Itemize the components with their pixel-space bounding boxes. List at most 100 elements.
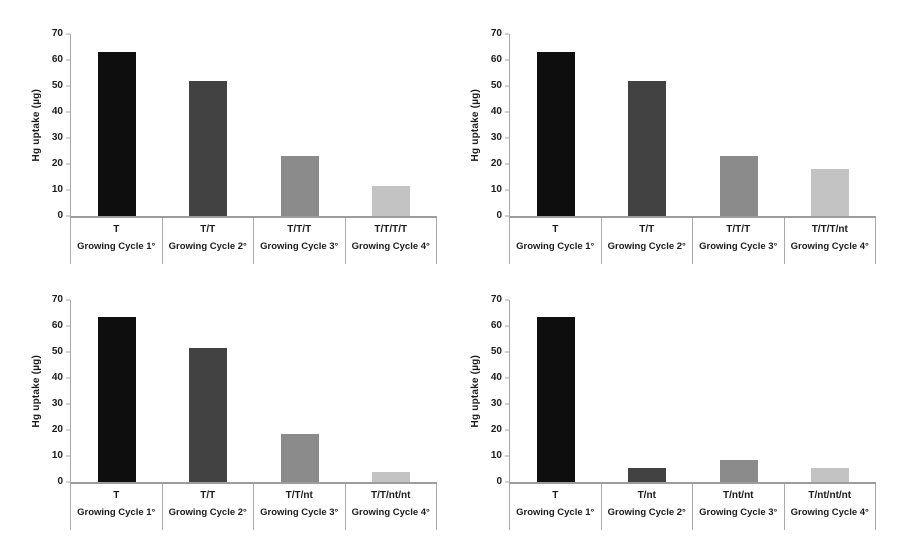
y-tick-label: 70 <box>490 28 502 39</box>
y-tick-label: 10 <box>490 184 502 195</box>
x-category-cell: T/T/T/nt Growing Cycle 4° <box>785 218 876 264</box>
x-category-label: T/T/T <box>726 224 751 235</box>
y-tick-mark <box>66 325 70 327</box>
bar-T/T/T <box>280 156 319 216</box>
y-tick-label: 0 <box>57 476 63 487</box>
y-tick-label: 50 <box>490 346 502 357</box>
y-tick-label: 30 <box>490 132 502 143</box>
bar-chart-bottom-right: Hg uptake (µg) 0 10 20 30 40 50 60 70 T Growing … <box>467 290 876 542</box>
x-category-cell: T/T/nt/nt Growing Cycle 4° <box>346 484 437 530</box>
x-category-cell: T/nt Growing Cycle 2° <box>602 484 693 530</box>
x-category-sublabel: Growing Cycle 2° <box>168 241 247 252</box>
y-tick-label: 0 <box>496 476 502 487</box>
y-tick-mark <box>66 429 70 431</box>
y-tick-label: 70 <box>51 28 63 39</box>
x-category-label: T/T/T/nt <box>811 224 848 235</box>
y-tick-mark <box>66 215 70 217</box>
y-tick-mark <box>66 59 70 61</box>
x-category-sublabel: Growing Cycle 1° <box>516 241 595 252</box>
y-axis-title-column: Hg uptake (µg) <box>467 34 483 216</box>
x-category-cell: T/T Growing Cycle 2° <box>163 484 254 530</box>
bar-T/T <box>628 80 667 216</box>
y-axis-tick-column: 0 10 20 30 40 50 60 70 <box>44 295 70 487</box>
y-tick-mark <box>66 403 70 405</box>
x-category-label: T/T <box>200 224 216 235</box>
x-category-label: T/nt/nt/nt <box>808 490 852 501</box>
x-category-cell: T Growing Cycle 1° <box>71 484 163 530</box>
x-category-cell: T/T/T/T Growing Cycle 4° <box>346 218 437 264</box>
y-tick-label: 60 <box>51 54 63 65</box>
x-category-cell: T/T Growing Cycle 2° <box>163 218 254 264</box>
x-category-sublabel: Growing Cycle 2° <box>607 507 686 518</box>
x-category-label: T/T/T/T <box>374 224 408 235</box>
plot-area <box>509 300 876 484</box>
y-tick-mark <box>66 481 70 483</box>
x-category-sublabel: Growing Cycle 3° <box>699 241 778 252</box>
x-category-sublabel: Growing Cycle 1° <box>77 241 156 252</box>
x-axis-category-band: T Growing Cycle 1° T/T Growing Cycle 2° T/T/… <box>70 218 437 264</box>
y-tick-label: 70 <box>490 294 502 305</box>
chart-main-area: T Growing Cycle 1° T/T Growing Cycle 2° T/T/… <box>509 34 876 264</box>
x-category-cell: T/T/nt Growing Cycle 3° <box>254 484 346 530</box>
y-tick-mark <box>66 189 70 191</box>
y-tick-label: 40 <box>490 106 502 117</box>
y-tick-mark <box>505 215 509 217</box>
x-category-sublabel: Growing Cycle 1° <box>516 507 595 518</box>
y-axis-title-column: Hg uptake (µg) <box>28 300 44 482</box>
x-category-cell: T Growing Cycle 1° <box>510 484 602 530</box>
y-tick-label: 10 <box>51 184 63 195</box>
x-category-label: T/T <box>639 224 655 235</box>
x-category-label: T/T <box>200 490 216 501</box>
y-tick-mark <box>505 403 509 405</box>
x-category-label: T <box>552 224 559 235</box>
y-tick-label: 20 <box>51 158 63 169</box>
plot-area <box>70 34 437 218</box>
x-category-label: T/T/T <box>287 224 312 235</box>
y-tick-mark <box>505 137 509 139</box>
x-category-cell: T/T/T Growing Cycle 3° <box>254 218 346 264</box>
y-axis-tick-column: 0 10 20 30 40 50 60 70 <box>44 29 70 221</box>
bar-T/T/nt <box>280 433 319 482</box>
y-tick-label: 70 <box>51 294 63 305</box>
y-axis-title: Hg uptake (µg) <box>30 88 42 162</box>
x-category-cell: T/nt/nt/nt Growing Cycle 4° <box>785 484 876 530</box>
x-category-sublabel: Growing Cycle 4° <box>351 507 430 518</box>
y-tick-label: 10 <box>490 450 502 461</box>
bar-chart-bottom-left: Hg uptake (µg) 0 10 20 30 40 50 60 70 T Growing … <box>28 290 437 542</box>
y-tick-label: 60 <box>490 320 502 331</box>
bar-chart-top-left: Hg uptake (µg) 0 10 20 30 40 50 60 70 T Growing … <box>28 24 437 276</box>
bar-T/T <box>189 348 228 482</box>
y-tick-mark <box>505 429 509 431</box>
x-category-sublabel: Growing Cycle 4° <box>351 241 430 252</box>
bar-T/nt/nt <box>719 459 758 482</box>
y-tick-label: 40 <box>51 372 63 383</box>
chart-main-area: T Growing Cycle 1° T/T Growing Cycle 2° T/T/… <box>70 34 437 264</box>
y-tick-mark <box>505 299 509 301</box>
y-tick-label: 40 <box>490 372 502 383</box>
plot-area <box>509 34 876 218</box>
x-axis-category-band: T Growing Cycle 1° T/T Growing Cycle 2° T/T/… <box>70 484 437 530</box>
y-axis-title: Hg uptake (µg) <box>30 354 42 428</box>
x-category-cell: T/T Growing Cycle 2° <box>602 218 693 264</box>
bar-T <box>97 52 136 216</box>
y-tick-label: 50 <box>490 80 502 91</box>
y-tick-mark <box>66 85 70 87</box>
x-axis-category-band: T Growing Cycle 1° T/T Growing Cycle 2° T/T/… <box>509 218 876 264</box>
y-axis-title-column: Hg uptake (µg) <box>28 34 44 216</box>
y-tick-mark <box>66 163 70 165</box>
y-tick-mark <box>66 351 70 353</box>
x-category-label: T/nt <box>637 490 656 501</box>
y-tick-mark <box>66 33 70 35</box>
y-tick-mark <box>66 111 70 113</box>
y-tick-mark <box>505 163 509 165</box>
x-category-sublabel: Growing Cycle 1° <box>77 507 156 518</box>
bar-T/T/T <box>719 156 758 216</box>
y-tick-mark <box>66 455 70 457</box>
y-tick-mark <box>505 481 509 483</box>
x-category-sublabel: Growing Cycle 3° <box>699 507 778 518</box>
bar-T <box>97 316 136 482</box>
bar-T/nt/nt/nt <box>811 467 850 482</box>
y-axis-tick-column: 0 10 20 30 40 50 60 70 <box>483 295 509 487</box>
y-tick-mark <box>505 189 509 191</box>
